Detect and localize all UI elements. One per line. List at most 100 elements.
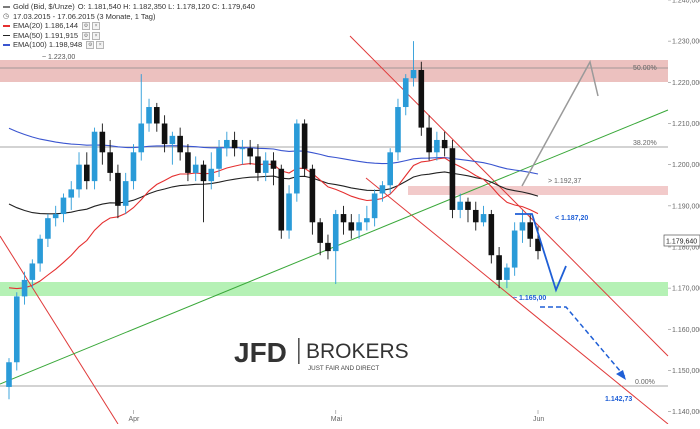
candle-down	[107, 152, 113, 173]
logo-brokers: BROKERS	[306, 340, 409, 363]
y-tick-label: 1.230,000	[672, 39, 700, 46]
candle-up	[45, 218, 51, 239]
legend-ema100-row[interactable]: EMA(100) 1.198,948 ⚙ ×	[3, 40, 255, 50]
candle-up	[286, 193, 292, 231]
y-tick-label: 1.150,000	[672, 368, 700, 375]
candle-down	[161, 123, 168, 145]
candle-down	[83, 164, 90, 182]
fib-0-label: 0.00%	[635, 379, 655, 386]
candle-up	[76, 164, 82, 190]
candle-down	[348, 222, 355, 231]
gear-icon[interactable]: ⚙	[86, 41, 95, 50]
y-tick-label: 1.210,000	[672, 121, 700, 128]
candle-up	[434, 139, 440, 153]
candle-up	[364, 218, 370, 223]
candle-up	[239, 148, 246, 150]
close-icon[interactable]: ×	[92, 31, 101, 40]
legend-range-row: ◷ 17.03.2015 - 17.06.2015 (3 Monate, 1 T…	[3, 12, 255, 22]
candle-up	[387, 152, 393, 186]
candle-up	[371, 193, 378, 219]
y-tick-label: 1.200,000	[672, 162, 700, 169]
last-price-box	[663, 234, 700, 247]
candle-up	[457, 201, 464, 210]
clock-icon: ◷	[3, 12, 10, 20]
candle-up	[21, 279, 28, 297]
fib-50-label: 50.00%	[633, 65, 657, 72]
candle-up	[122, 181, 129, 206]
candle-up	[504, 267, 510, 280]
candle-down	[465, 201, 471, 210]
x-tick-label: Apr	[128, 416, 140, 423]
candle-up	[402, 78, 409, 108]
candle-up	[395, 107, 401, 153]
candle-up	[332, 214, 339, 252]
price-axis: 1.140,000 1.150,000 1.160,000 1.170,000 1.18…	[668, 0, 700, 416]
candle-up	[356, 222, 362, 231]
candle-down	[340, 214, 347, 223]
candle-down	[301, 123, 308, 169]
y-tick-label: 1.140,000	[672, 409, 700, 416]
legend-title-row: Gold (Bid, $/Unze) O: 1.181,540 H: 1.182…	[3, 2, 255, 12]
fib-38-label: 38.20%	[633, 140, 657, 147]
candle-down	[418, 69, 425, 128]
gear-icon[interactable]: ⚙	[82, 31, 91, 40]
level-1223-label: ~ 1.223,00	[42, 54, 75, 61]
support-zone	[0, 282, 668, 296]
candle-up	[52, 214, 59, 219]
y-tick-label: 1.240,000	[672, 0, 700, 5]
candle-up	[480, 214, 487, 223]
candle-up	[68, 189, 75, 198]
candle-up	[146, 107, 152, 124]
channel-lower-line	[365, 177, 669, 425]
level-1142-label: 1.142,73	[605, 396, 632, 403]
candle-up	[262, 160, 269, 173]
legend-ema20-row[interactable]: EMA(20) 1.186,144 ⚙ ×	[3, 21, 255, 31]
legend-title: Gold (Bid, $/Unze)	[13, 2, 75, 11]
ema50-buttons: ⚙ ×	[82, 31, 101, 40]
candle-up	[169, 135, 176, 145]
resistance-zone	[0, 60, 668, 82]
candle-up	[208, 168, 215, 182]
candle-down	[426, 127, 432, 153]
close-icon[interactable]: ×	[96, 41, 105, 50]
channel-upper-line	[349, 35, 669, 357]
candle-up	[511, 230, 518, 268]
legend-ema50-row[interactable]: EMA(50) 1.191,915 ⚙ ×	[3, 31, 255, 41]
candle-up	[519, 222, 526, 231]
candle-down	[278, 168, 285, 231]
ema100-buttons: ⚙ ×	[86, 41, 105, 50]
gear-icon[interactable]: ⚙	[82, 21, 91, 30]
candle-up	[37, 238, 43, 264]
y-tick-label: 1.170,000	[672, 286, 700, 293]
candle-up	[91, 131, 98, 182]
candle-down	[449, 148, 456, 210]
ema20-swatch	[3, 25, 10, 27]
candle-up	[130, 152, 137, 182]
candle-down	[496, 255, 502, 280]
candle-up	[410, 69, 417, 79]
candle-up	[29, 263, 36, 280]
candle-down	[317, 222, 323, 243]
candle-up	[216, 148, 222, 169]
legend-title-swatch	[3, 6, 10, 8]
blue-dashed-projection	[540, 306, 627, 379]
x-tick-label: Mai	[331, 416, 343, 423]
y-tick-label: 1.190,000	[672, 203, 700, 210]
candle-up	[13, 296, 20, 363]
candle-up	[6, 362, 12, 387]
candle-down	[488, 214, 495, 256]
candle-up	[294, 123, 300, 194]
candle-up	[138, 123, 145, 153]
candle-down	[231, 139, 238, 149]
close-icon[interactable]: ×	[92, 21, 101, 30]
logo-jfd: JFD	[234, 337, 287, 368]
resistance-zone-small	[408, 186, 668, 195]
logo-tagline: JUST FAIR AND DIRECT	[308, 365, 379, 372]
y-tick-label: 1.160,000	[672, 327, 700, 334]
candle-down	[527, 222, 534, 239]
legend-ema20: EMA(20) 1.186,144	[13, 21, 79, 31]
level-1165-label: ~ 1.165,00	[513, 295, 546, 302]
candle-down	[99, 131, 106, 153]
candle-up	[60, 197, 67, 215]
